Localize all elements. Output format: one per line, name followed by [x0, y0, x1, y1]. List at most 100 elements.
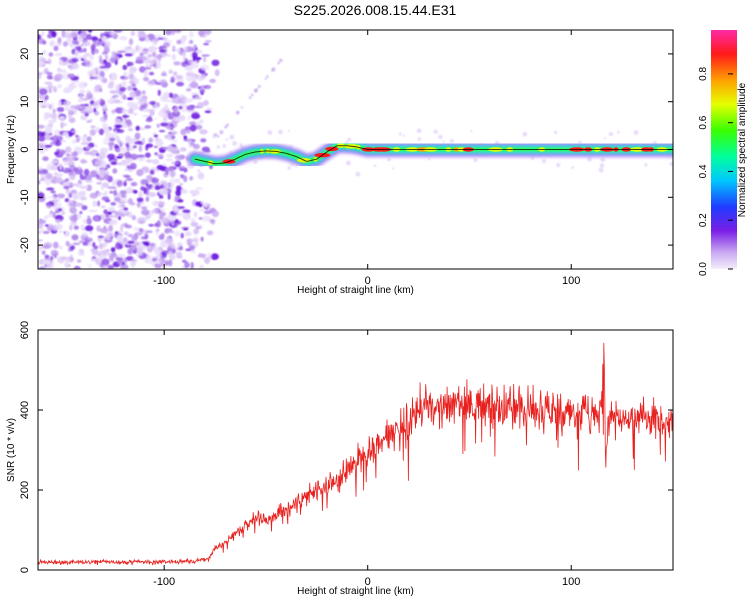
- noise-blob: [122, 46, 132, 53]
- noise-blob: [158, 49, 167, 53]
- noise-blob: [165, 167, 175, 172]
- noise-blob: [177, 246, 183, 251]
- noise-blob: [71, 192, 81, 197]
- noise-blob: [79, 210, 83, 215]
- noise-blob: [151, 39, 158, 46]
- noise-blob: [83, 47, 87, 53]
- noise-blob: [195, 187, 204, 190]
- noise-blob: [99, 54, 103, 62]
- noise-blob: [172, 220, 182, 226]
- noise-blob: [153, 34, 162, 38]
- noise-blob: [152, 200, 160, 206]
- noise-blob: [83, 185, 89, 189]
- noise-blob: [52, 108, 56, 114]
- noise-blob: [144, 257, 152, 264]
- noise-blob: [211, 59, 220, 66]
- colorbar: 0.0 0.2 0.4 0.6 0.8 Normalized spectral ampli…: [698, 30, 748, 276]
- noise-blob: [119, 86, 127, 92]
- noise-blob: [104, 40, 111, 48]
- noise-dot: [373, 164, 377, 167]
- noise-blob: [65, 190, 71, 195]
- noise-blob: [188, 65, 192, 68]
- noise-blob: [68, 110, 75, 116]
- noise-blob: [135, 101, 145, 105]
- noise-blob: [197, 86, 201, 90]
- noise-blob: [94, 48, 99, 54]
- noise-blob: [53, 253, 57, 259]
- noise-blob: [171, 219, 175, 227]
- noise-blob: [191, 62, 199, 69]
- noise-blob: [38, 62, 46, 66]
- noise-blob: [96, 225, 101, 232]
- noise-blob: [90, 44, 96, 51]
- noise-blob: [59, 163, 63, 171]
- noise-blob: [106, 249, 110, 252]
- noise-blob: [196, 56, 200, 64]
- noise-blob: [126, 186, 133, 194]
- noise-blob: [197, 253, 207, 258]
- y-tick-label: -20: [19, 237, 31, 253]
- noise-blob: [144, 234, 149, 239]
- noise-blob: [125, 177, 134, 182]
- noise-blob: [38, 34, 42, 40]
- noise-blob: [209, 207, 217, 213]
- noise-blob: [182, 51, 187, 58]
- noise-blob: [114, 135, 119, 142]
- noise-blob: [74, 51, 79, 56]
- noise-blob: [190, 75, 197, 82]
- noise-blob: [58, 149, 65, 156]
- noise-blob: [148, 60, 158, 64]
- noise-blob: [54, 219, 64, 223]
- noise-blob: [110, 161, 118, 166]
- streak-dot: [216, 135, 220, 138]
- noise-blob: [82, 241, 89, 246]
- noise-blob: [147, 54, 152, 58]
- noise-blob: [160, 79, 167, 86]
- noise-blob: [57, 202, 62, 208]
- noise-blob: [38, 180, 41, 185]
- noise-blob: [159, 149, 166, 154]
- noise-blob: [204, 40, 212, 43]
- noise-blob: [185, 130, 192, 134]
- noise-blob: [60, 69, 67, 73]
- noise-dot: [433, 129, 438, 134]
- noise-blob: [65, 230, 70, 237]
- noise-blob: [173, 61, 181, 66]
- noise-blob: [198, 217, 203, 220]
- noise-blob: [66, 30, 70, 34]
- streak-dot: [279, 58, 283, 63]
- noise-blob: [204, 202, 208, 208]
- noise-blob: [183, 98, 192, 103]
- noise-blob: [65, 146, 72, 153]
- noise-blob: [99, 98, 104, 103]
- noise-blob: [46, 187, 55, 191]
- colorbar-label: Normalized spectral amplitude: [737, 82, 748, 217]
- noise-blob: [92, 248, 99, 256]
- noise-blob: [123, 71, 128, 77]
- noise-blob: [156, 61, 162, 69]
- noise-blob: [124, 157, 134, 163]
- noise-blob: [122, 64, 128, 71]
- noise-blob: [135, 125, 141, 131]
- noise-blob: [63, 41, 68, 47]
- noise-blob: [109, 190, 114, 194]
- noise-blob: [43, 134, 51, 140]
- noise-blob: [88, 110, 94, 114]
- noise-blob: [84, 225, 94, 232]
- noise-blob: [175, 185, 182, 191]
- noise-blob: [174, 30, 182, 34]
- noise-blob: [53, 86, 57, 93]
- noise-blob: [190, 124, 197, 132]
- noise-blob: [118, 208, 126, 215]
- y-tick-label: 0: [19, 146, 31, 152]
- noise-blob: [106, 164, 111, 169]
- noise-blob: [87, 215, 91, 219]
- noise-blob: [138, 127, 147, 131]
- noise-blob: [110, 55, 119, 59]
- noise-blob: [190, 218, 196, 223]
- noise-dot: [470, 130, 473, 133]
- noise-dot: [346, 160, 351, 166]
- noise-dot: [598, 167, 604, 173]
- noise-blob: [139, 66, 146, 73]
